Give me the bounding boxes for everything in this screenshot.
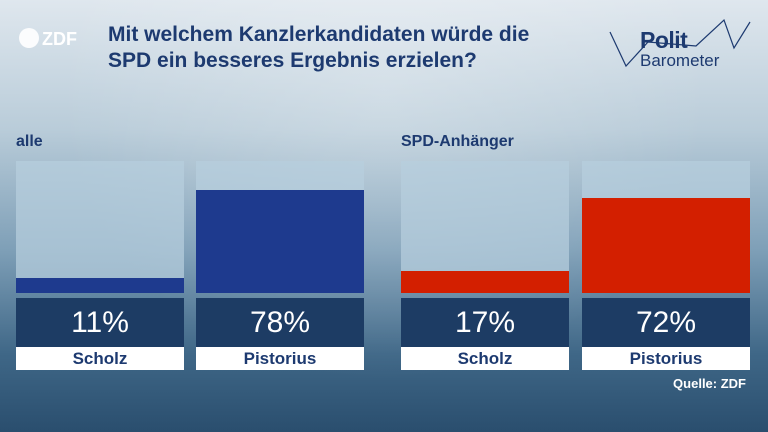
category-label: Scholz (401, 347, 569, 370)
group-label-spd: SPD-Anhänger (401, 133, 514, 150)
bar-track (196, 161, 364, 293)
zdf-logo-text: ZDF (42, 29, 77, 49)
group-label-all: alle (16, 133, 43, 150)
politbarometer-logo: Polit Barometer (604, 12, 754, 76)
zdf-logo: ZDF (19, 28, 77, 49)
category-label: Pistorius (196, 347, 364, 370)
bar (401, 271, 569, 293)
category-label: Scholz (16, 347, 184, 370)
data-label: 17% (401, 298, 569, 347)
page-title: Mit welchem Kanzlerkandidaten würde die … (108, 23, 530, 72)
bar (196, 190, 364, 293)
bar-track (401, 161, 569, 293)
data-label: 72% (582, 298, 750, 347)
category-label: Pistorius (582, 347, 750, 370)
data-label: 11% (16, 298, 184, 347)
source-note: Quelle: ZDF (673, 376, 746, 391)
bar-track (16, 161, 184, 293)
trend-line-icon (609, 18, 751, 68)
brand-line2: Barometer (640, 51, 720, 70)
bar-track (582, 161, 750, 293)
bar (16, 278, 184, 293)
brand-line1: Polit (640, 27, 688, 53)
bar (582, 198, 750, 293)
data-label: 78% (196, 298, 364, 347)
